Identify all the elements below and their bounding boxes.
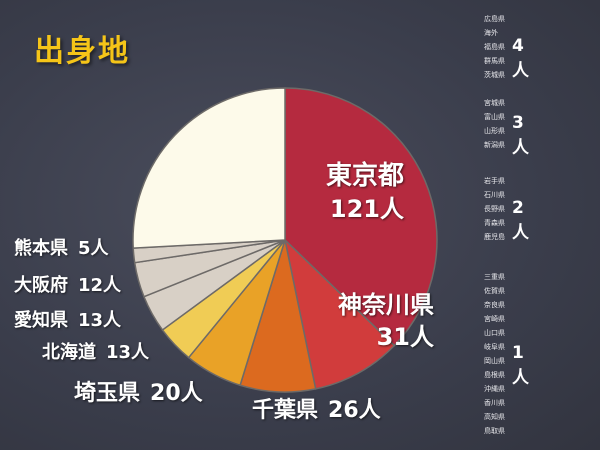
slice-value: 121人	[329, 194, 404, 223]
prefecture-name: 岡山県	[484, 357, 505, 365]
slice-name: 東京都	[325, 161, 404, 191]
slice-value: 5人	[78, 238, 109, 259]
slice-name: 愛知県	[14, 310, 68, 331]
prefecture-name: 宮崎県	[484, 315, 505, 323]
prefecture-name: 宮城県	[484, 99, 505, 107]
other-group-2: 岩手県石川県長野県青森県鹿児島 2人	[484, 174, 529, 244]
pie-slice-8	[132, 87, 286, 249]
prefecture-name: 広島県	[484, 15, 505, 23]
pie-slice-1	[283, 237, 396, 390]
slice-label-4: 北海道 13人	[42, 338, 149, 364]
chart-title: 出身地	[34, 34, 130, 69]
slice-label-1: 神奈川県 31人	[312, 290, 434, 353]
prefecture-name: 三重県	[484, 273, 505, 281]
slice-value: 20人	[150, 381, 203, 406]
group-count: 3人	[512, 113, 529, 158]
prefecture-name: 沖縄県	[484, 385, 505, 393]
other-group-3: 三重県佐賀県奈良県宮崎県山口県岐阜県岡山県島根県沖縄県香川県高知県鳥取県 1人	[484, 270, 529, 438]
slice-label-7: 熊本県 5人	[14, 234, 109, 260]
slice-label-5: 愛知県 13人	[14, 306, 121, 332]
group-count: 2人	[512, 198, 529, 243]
prefecture-name: 海外	[484, 29, 498, 37]
slice-name: 埼玉県	[74, 381, 141, 406]
slice-value: 26人	[328, 398, 381, 423]
prefecture-name: 鳥取県	[484, 427, 505, 435]
prefecture-name: 群馬県	[484, 57, 505, 65]
slice-name: 大阪府	[14, 275, 68, 296]
slice-name: 神奈川県	[338, 291, 434, 319]
group-count: 1人	[512, 343, 529, 388]
prefecture-name: 青森県	[484, 219, 505, 227]
slice-label-6: 大阪府 12人	[14, 271, 121, 297]
prefecture-name: 佐賀県	[484, 287, 505, 295]
prefecture-name: 石川県	[484, 191, 505, 199]
slice-label-2: 千葉県 26人	[252, 392, 381, 424]
prefecture-name: 島根県	[484, 371, 505, 379]
slice-value: 12人	[78, 275, 122, 296]
other-group-1: 宮城県富山県山形県新潟県 3人	[484, 96, 529, 158]
prefecture-name: 奈良県	[484, 301, 505, 309]
prefecture-name: 高知県	[484, 413, 505, 421]
pie-slice-0	[284, 87, 438, 347]
prefecture-name: 香川県	[484, 399, 505, 407]
slice-value: 13人	[106, 342, 150, 363]
prefecture-name: 山形県	[484, 127, 505, 135]
slice-value: 31人	[376, 322, 434, 351]
slice-name: 千葉県	[252, 398, 319, 423]
slice-name: 熊本県	[14, 238, 68, 259]
prefecture-name: 鹿児島	[484, 233, 505, 241]
prefecture-name: 新潟県	[484, 141, 505, 149]
prefecture-name: 岐阜県	[484, 343, 505, 351]
prefecture-name: 茨城県	[484, 71, 505, 79]
slice-name: 北海道	[42, 342, 96, 363]
prefecture-name: 山口県	[484, 329, 505, 337]
slice-label-3: 埼玉県 20人	[74, 375, 203, 407]
prefecture-name: 福島県	[484, 43, 505, 51]
prefecture-name: 富山県	[484, 113, 505, 121]
slice-value: 13人	[78, 310, 122, 331]
slice-label-0: 東京都 121人	[312, 160, 404, 225]
other-group-0: 広島県海外福島県群馬県茨城県 4人	[484, 12, 529, 82]
prefecture-name: 岩手県	[484, 177, 505, 185]
prefecture-name: 長野県	[484, 205, 505, 213]
group-count: 4人	[512, 36, 529, 81]
